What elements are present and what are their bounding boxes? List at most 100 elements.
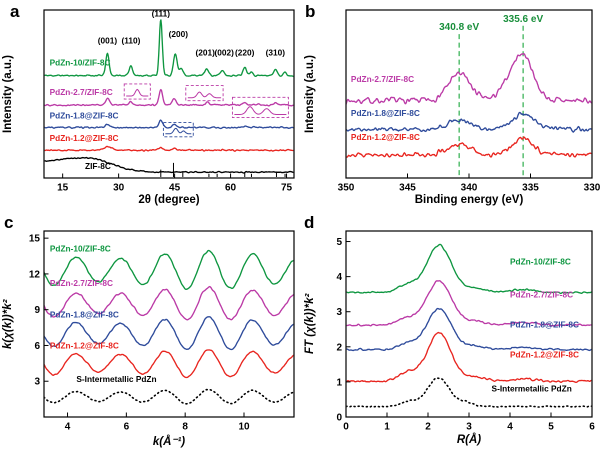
panel-b-y-axis-label: Intensity (a.u.) [304,55,316,133]
series-curve-pdzn-2-7-zif-8c [346,280,592,327]
series-label: PdZn-1.8@ZIF-8C [50,309,119,319]
panel-d-x-axis-label: R(Å) [456,434,482,446]
y-tick-label: 3 [336,307,342,318]
y-tick-label: 5 [336,237,342,248]
peak-annotation: (201) [196,47,216,57]
peak-annotation: (111) [152,9,171,19]
y-tick-label: 6 [34,341,40,352]
x-tick-label: 345 [399,183,416,194]
x-tick-label: 45 [169,183,181,194]
series-curve-pdzn-1-2-zif-8c [44,349,294,379]
panel-a-y-axis-label: Intensity (a.u.) [2,55,14,133]
series-label: PdZn-1.2@ZIF-8C [351,132,420,142]
series-curve-pdzn-10-zif-8c [346,243,592,295]
inset-zoom-box [185,85,224,102]
series-label: PdZn-1.2@ZIF-8C [50,133,119,143]
series-label: PdZn-1.2@ZIF-8C [510,349,579,359]
y-tick-label: 2 [336,342,342,353]
series-curve-pdzn-10-zif-8c [44,19,294,78]
x-tick-label: 6 [124,422,130,433]
series-label: PdZn-2.7/ZIF-8C [50,278,113,288]
series-curve-pdzn-1-8-zif-8c [44,119,294,130]
panel-a-plot: PdZn-10/ZIF-8C PdZn-2.7/ZIF-8C PdZn-1.8@ZI… [43,9,295,194]
series-curve-pdzn-1-8-zif-8c [346,111,592,133]
x-tick-label: 335 [522,183,539,194]
series-label: ZIF-8C [85,161,111,171]
x-tick-label: 30 [113,183,125,194]
panel-d-exafs-r-space: d FT (χ(k))*k² R(Å) PdZn-10/ZIF-8C PdZn-2… [300,213,600,458]
x-tick-label: 60 [225,183,237,194]
series-label: PdZn-10/ZIF-8C [50,243,111,253]
series-label: PdZn-2.7/ZIF-8C [50,87,113,97]
y-tick-label: 0 [336,413,342,424]
x-tick-label: 4 [65,422,71,433]
inset-zoom-box [162,122,194,138]
series-label: PdZn-1.8@ZIF-8C [510,320,579,330]
series-label: PdZn-1.8@ZIF-8C [351,108,420,118]
panel-d-y-axis-label: FT (χ(k))*k² [304,293,316,355]
series-label: PdZn-1.8@ZIF-8C [50,110,119,120]
x-tick-label: 340 [461,183,478,194]
y-tick-label: 12 [29,269,41,280]
inset-zoom-curve [126,88,149,97]
panel-d-plot: PdZn-10/ZIF-8C PdZn-2.7/ZIF-8C PdZn-1.8@ZI… [336,230,595,433]
inset-zoom-curve [234,106,287,115]
vline-label: 340.8 eV [439,22,479,33]
panel-c-exafs-k-space: c k(χ(k))*k² k(Å⁻¹) PdZn-10/ZIF-8C PdZn-2… [0,213,300,458]
panel-c-y-axis-label: k(χ(k))*k² [2,299,14,349]
series-label: PdZn-2.7/ZIF-8C [351,74,414,84]
series-curve-pdzn-2-7-zif-8c [346,53,592,105]
y-tick-label: 1 [336,377,342,388]
vline-label: 335.6 eV [503,14,543,25]
x-tick-label: 330 [584,183,600,194]
inset-zoom-curve [187,91,222,99]
series-curve-pdzn-1-2-zif-8c [346,136,592,158]
inset-zoom-box [231,96,289,118]
series-curve-zif-8c [44,156,294,174]
series-label: PdZn-10/ZIF-8C [510,256,571,266]
series-curve-pdzn-1-2-zif-8c [346,331,592,383]
x-tick-label: 8 [182,422,188,433]
panel-b-xps: b Intensity (a.u.) Binding energy (eV) 3… [300,0,600,215]
y-tick-label: 9 [34,305,40,316]
panel-a-x-axis-label: 2θ (degree) [138,194,200,206]
x-tick-label: 6 [589,422,595,433]
y-tick-label: 4 [336,272,342,283]
x-tick-label: 1 [384,422,390,433]
series-curve-pdzn-1-8-zif-8c [44,316,294,351]
panel-c-plot: PdZn-10/ZIF-8C PdZn-2.7/ZIF-8C PdZn-1.8@ZI… [29,230,295,433]
series-curve-s-intermetallic-pdzn [44,388,294,405]
y-tick-label: 3 [34,377,40,388]
series-curve-pdzn-1-8-zif-8c [346,307,592,352]
peak-annotation: (200) [169,29,189,39]
panel-a-xrd: a Intensity (a.u.) 2θ (degree) PdZn-10/Z… [0,0,300,215]
axes-frame [43,230,295,418]
panel-b-plot: 340.8 eV 335.6 eV PdZn-2.7/ZIF-8C PdZn-1.8@… [338,9,600,194]
series-curve-s-intermetallic-pdzn [346,377,592,408]
inset-zoom-box [123,83,151,100]
panel-b-x-axis-label: Binding energy (eV) [414,194,524,206]
inset-zoom-curve [165,127,192,135]
x-tick-label: 15 [57,183,69,194]
x-tick-label: 10 [238,422,250,433]
series-label: PdZn-1.2@ZIF-8C [50,340,119,350]
series-curve-pdzn-2-7-zif-8c [44,88,294,107]
panel-d-letter: d [304,213,315,232]
x-tick-label: 4 [507,422,513,433]
peak-annotation: (110) [121,36,140,46]
panel-c-x-axis-label: k(Å⁻¹) [152,436,186,448]
x-tick-label: 3 [466,422,472,433]
peak-annotation: (310) [266,47,286,57]
axes-frame [43,9,295,179]
peak-annotation: (001) [98,36,118,46]
peak-annotation: (220) [235,47,255,57]
x-tick-label: 0 [343,422,349,433]
series-label: PdZn-2.7/ZIF-8C [510,290,573,300]
series-curve-pdzn-2-7-zif-8c [44,285,294,321]
series-label: S-Intermetallic PdZn [76,374,156,384]
panel-b-letter: b [305,2,316,21]
panel-c-letter: c [4,213,14,232]
series-curve-pdzn-1-2-zif-8c [44,145,294,152]
peak-annotation: (002) [215,47,235,57]
x-tick-label: 75 [281,183,293,194]
